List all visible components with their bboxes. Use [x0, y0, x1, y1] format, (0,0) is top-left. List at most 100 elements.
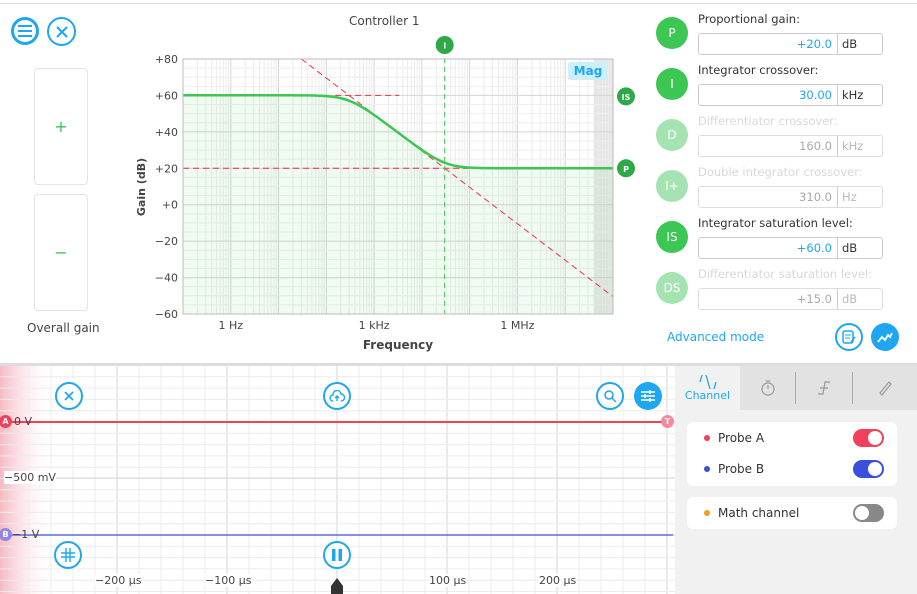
param-value[interactable]: 310.0 — [699, 187, 838, 207]
probe-b-label: Probe B — [718, 462, 765, 476]
close-button[interactable] — [47, 17, 76, 46]
probe-b-toggle[interactable] — [853, 460, 884, 478]
param-field[interactable]: 310.0 Hz — [698, 186, 883, 208]
mag-toggle-button[interactable]: Mag — [568, 62, 608, 80]
gain-fill — [183, 95, 613, 314]
trigger-marker[interactable]: T — [661, 415, 674, 428]
y-tick-label: +80 — [155, 53, 178, 66]
menu-icon — [18, 25, 32, 37]
menu-button[interactable] — [11, 17, 39, 45]
param-value[interactable]: 160.0 — [699, 136, 838, 156]
grid-icon — [61, 548, 75, 562]
ruler-icon — [879, 381, 892, 396]
y-tick-label: +0 — [162, 199, 178, 212]
param-badge[interactable]: I+ — [656, 170, 688, 202]
param-value[interactable]: 30.00 — [699, 85, 838, 105]
gain-curve — [183, 94, 613, 170]
sine-wave-icon — [698, 374, 717, 389]
close-icon — [64, 391, 74, 401]
param-label: Differentiator crossover: — [698, 114, 838, 128]
magnify-icon — [604, 390, 617, 403]
param-unit: kHz — [842, 139, 864, 153]
probe-card: Probe A Probe B — [687, 422, 897, 486]
integrator-marker[interactable] — [435, 36, 454, 54]
sliders-icon — [641, 390, 655, 402]
param-value[interactable]: +20.0 — [699, 34, 838, 54]
param-label: Integrator saturation level: — [698, 216, 853, 230]
pause-button[interactable] — [323, 541, 351, 569]
y-tick-label: +40 — [155, 126, 178, 139]
upload-button[interactable] — [323, 382, 351, 410]
probe-a-label: Probe A — [718, 431, 765, 445]
math-label: Math channel — [718, 506, 800, 520]
integrator-marker-label: I — [443, 42, 446, 51]
y-tick-label: −20 — [155, 235, 178, 248]
probe-a-marker[interactable]: A — [0, 415, 12, 428]
param-badge[interactable]: I — [656, 68, 688, 100]
gain-decrease-button[interactable]: − — [34, 194, 88, 311]
scope-close-button[interactable] — [55, 382, 83, 410]
param-unit: kHz — [842, 88, 864, 102]
grid-button[interactable] — [54, 541, 82, 569]
param-unit: dB — [842, 241, 858, 255]
pause-icon — [332, 549, 342, 561]
param-field[interactable]: +15.0 dB — [698, 288, 883, 310]
probe-b-marker[interactable]: B — [0, 528, 12, 541]
scope-settings-button[interactable] — [634, 382, 662, 410]
math-card: Math channel — [687, 497, 897, 529]
proportional-marker[interactable] — [617, 159, 635, 178]
tab-trigger[interactable] — [796, 366, 852, 410]
notes-button[interactable] — [835, 323, 863, 351]
x-axis-label: Frequency — [363, 338, 433, 352]
param-label: Proportional gain: — [698, 12, 800, 26]
graph-view-button[interactable] — [871, 323, 899, 351]
integrator-asymptote — [301, 58, 614, 298]
y-label-0v: 0 V — [14, 415, 33, 428]
y-tick-label: −40 — [155, 272, 178, 285]
param-badge[interactable]: DS — [656, 272, 688, 304]
param-unit: dB — [842, 37, 858, 51]
bode-plot[interactable]: +80 +60 +40 +20 +0 −20 −40 −60 1 Hz 1 kHz 1 MHz Fre… — [0, 0, 660, 360]
math-dot — [704, 510, 710, 516]
tab-channel[interactable]: Channel — [675, 366, 740, 410]
advanced-mode-link[interactable]: Advanced mode — [667, 330, 765, 344]
math-toggle[interactable] — [853, 504, 884, 522]
param-unit: Hz — [842, 190, 857, 204]
close-icon — [55, 25, 68, 38]
param-badge[interactable]: P — [656, 17, 688, 49]
param-badge[interactable]: IS — [656, 221, 688, 253]
param-field[interactable]: 30.00 kHz — [698, 84, 883, 106]
param-value[interactable]: +15.0 — [699, 289, 838, 309]
probe-b-row: Probe B — [687, 454, 897, 484]
overall-gain-label: Overall gain — [27, 321, 100, 335]
tab-divider — [852, 372, 853, 404]
plot-frame — [182, 58, 614, 315]
y-tick-label: −60 — [155, 308, 178, 321]
param-badge[interactable]: D — [656, 119, 688, 151]
proportional-marker-label: P — [623, 165, 629, 174]
zoom-button[interactable] — [596, 382, 624, 410]
probe-a-dot — [704, 435, 710, 441]
top-border — [0, 3, 917, 4]
section-divider — [0, 363, 917, 366]
gain-increase-button[interactable]: + — [34, 68, 88, 185]
probe-b-dot — [704, 466, 710, 472]
x-tick-label: 1 MHz — [500, 319, 534, 332]
saturation-marker[interactable] — [617, 87, 635, 106]
x-tick-label: 1 Hz — [219, 319, 244, 332]
tab-measure[interactable] — [853, 366, 917, 410]
cloud-upload-icon — [329, 390, 345, 402]
time-label: −200 µs — [95, 574, 142, 587]
time-origin-marker[interactable] — [330, 578, 344, 594]
param-field[interactable]: +60.0 dB — [698, 237, 883, 259]
param-field[interactable]: 160.0 kHz — [698, 135, 883, 157]
param-label: Differentiator saturation level: — [698, 267, 873, 281]
math-row: Math channel — [687, 498, 897, 528]
time-label: 100 µs — [429, 574, 467, 587]
param-field[interactable]: +20.0 dB — [698, 33, 883, 55]
tab-timebase[interactable] — [740, 366, 795, 410]
probe-a-toggle[interactable] — [853, 429, 884, 447]
chart-title: Controller 1 — [349, 14, 420, 28]
param-value[interactable]: +60.0 — [699, 238, 838, 258]
trigger-edge-icon — [818, 381, 830, 395]
